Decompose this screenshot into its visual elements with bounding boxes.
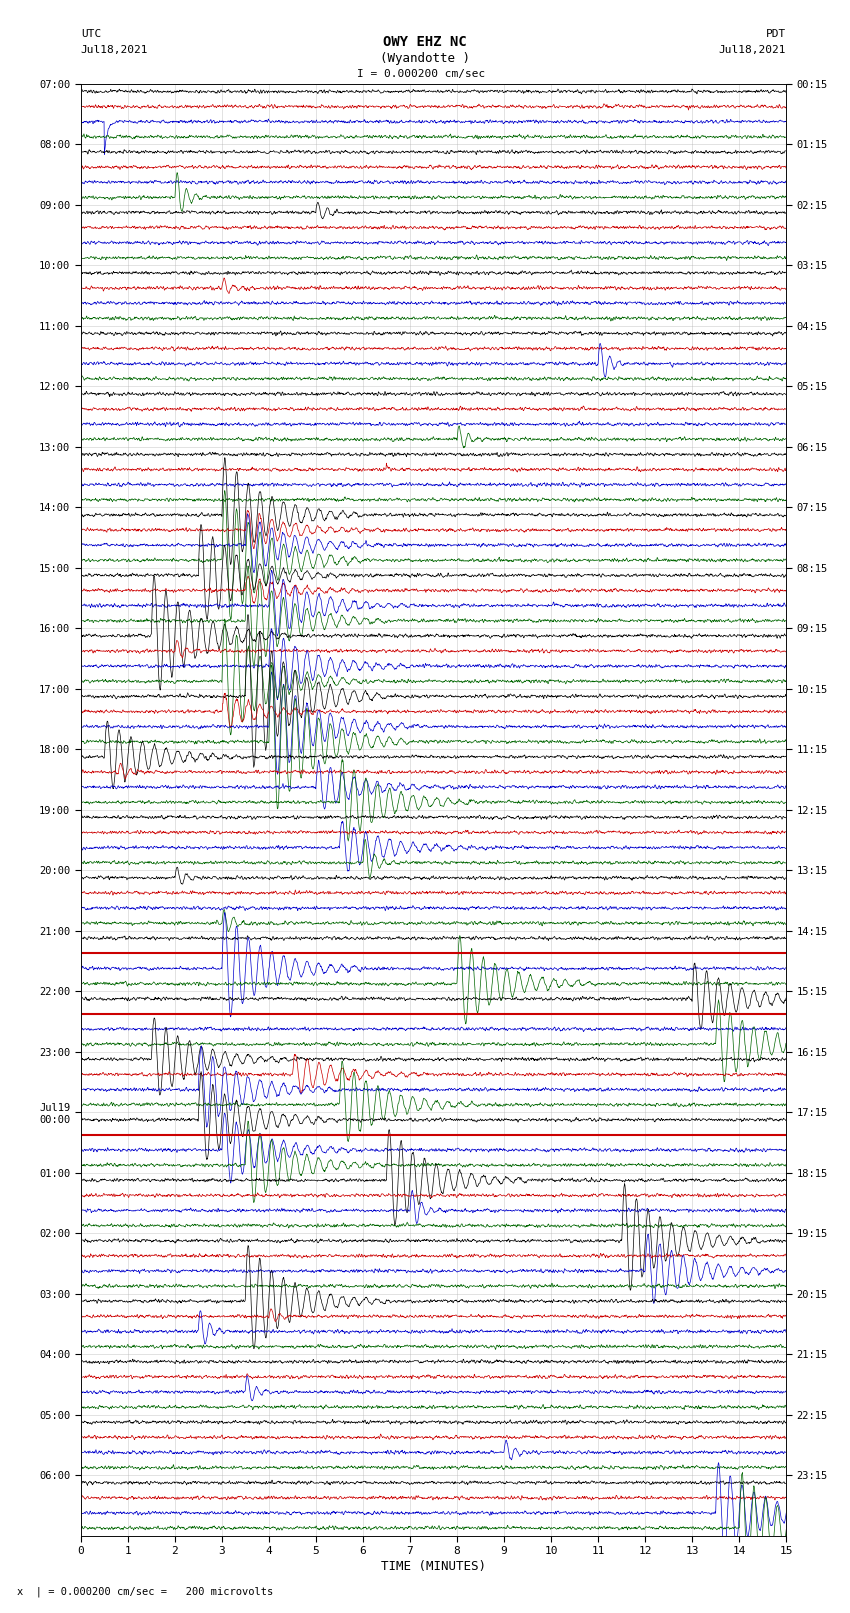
Text: PDT: PDT [766, 29, 786, 39]
X-axis label: TIME (MINUTES): TIME (MINUTES) [381, 1560, 486, 1573]
Text: I = 0.000200 cm/sec: I = 0.000200 cm/sec [357, 69, 485, 79]
Text: (Wyandotte ): (Wyandotte ) [380, 52, 470, 65]
Text: Jul18,2021: Jul18,2021 [81, 45, 148, 55]
Text: x  | = 0.000200 cm/sec =   200 microvolts: x | = 0.000200 cm/sec = 200 microvolts [17, 1586, 273, 1597]
Text: Jul18,2021: Jul18,2021 [719, 45, 786, 55]
Text: UTC: UTC [81, 29, 101, 39]
Text: OWY EHZ NC: OWY EHZ NC [383, 35, 467, 50]
